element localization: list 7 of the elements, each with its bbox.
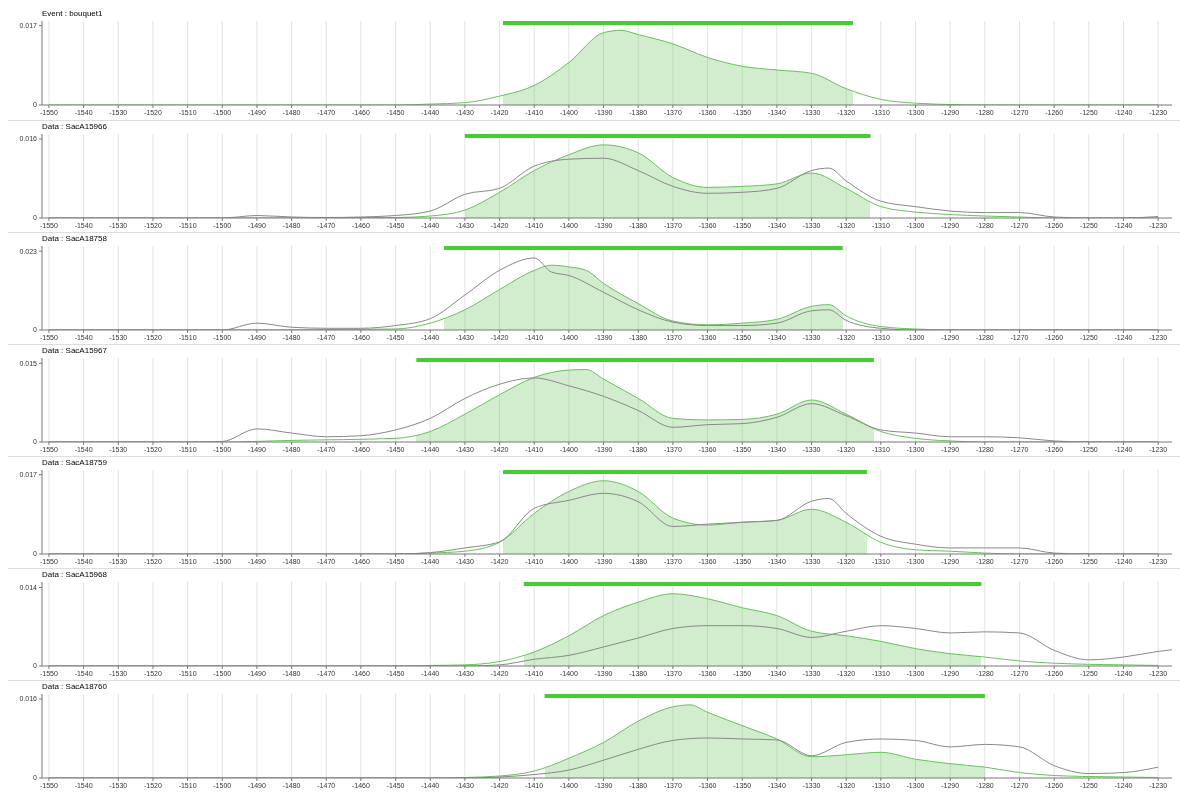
chart-title: Data : SacA15967 <box>42 346 107 355</box>
chart-title: Data : SacA18760 <box>42 682 107 691</box>
chart-title: Data : SacA15968 <box>42 570 107 579</box>
chart-title: Data : SacA18758 <box>42 234 107 243</box>
chart-title: Data : SacA15966 <box>42 122 107 131</box>
chart-title: Data : SacA18759 <box>42 458 107 467</box>
chart-title: Event : bouquet1 <box>42 9 103 18</box>
